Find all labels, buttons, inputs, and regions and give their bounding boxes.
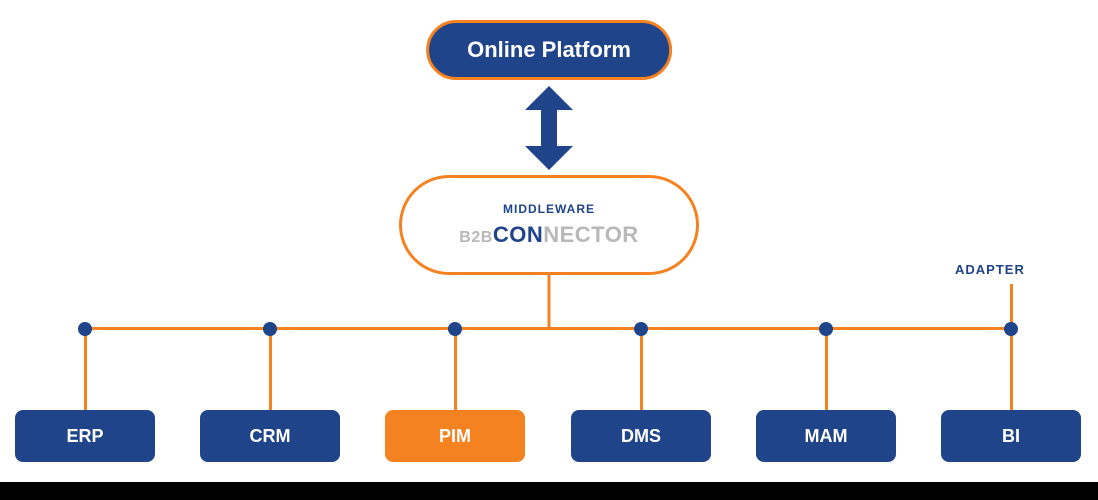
bus-node-dot (634, 322, 648, 336)
bidirectional-arrow-icon (519, 88, 579, 168)
bottom-bar (0, 482, 1098, 500)
brand-part-b2b: B2B (459, 229, 493, 246)
brand-part-con: CON (493, 222, 543, 247)
connector-stem (548, 275, 551, 327)
system-label: CRM (250, 426, 291, 447)
adapter-label: ADAPTER (955, 262, 1025, 277)
online-platform-label: Online Platform (467, 37, 631, 62)
bus-node-dot (263, 322, 277, 336)
middleware-label: MIDDLEWARE (503, 202, 595, 216)
system-box-mam: MAM (756, 410, 896, 462)
bus-line (85, 327, 1011, 330)
system-label: DMS (621, 426, 661, 447)
system-box-bi: BI (941, 410, 1081, 462)
system-label: BI (1002, 426, 1020, 447)
system-label: ERP (66, 426, 103, 447)
system-box-crm: CRM (200, 410, 340, 462)
drop-line (84, 327, 87, 410)
brand-part-nector: NECTOR (543, 222, 639, 247)
middleware-node: MIDDLEWARE B2BCONNECTOR (399, 175, 699, 275)
system-box-erp: ERP (15, 410, 155, 462)
online-platform-node: Online Platform (426, 20, 672, 80)
drop-line (825, 327, 828, 410)
system-label: MAM (805, 426, 848, 447)
drop-line (1010, 327, 1013, 410)
bus-node-dot (448, 322, 462, 336)
drop-line (640, 327, 643, 410)
bus-node-dot (78, 322, 92, 336)
system-box-dms: DMS (571, 410, 711, 462)
system-label: PIM (439, 426, 471, 447)
bus-node-dot (819, 322, 833, 336)
b2b-connector-logo: B2BCONNECTOR (459, 222, 638, 248)
drop-line (454, 327, 457, 410)
bus-node-dot (1004, 322, 1018, 336)
drop-line (269, 327, 272, 410)
system-box-pim: PIM (385, 410, 525, 462)
